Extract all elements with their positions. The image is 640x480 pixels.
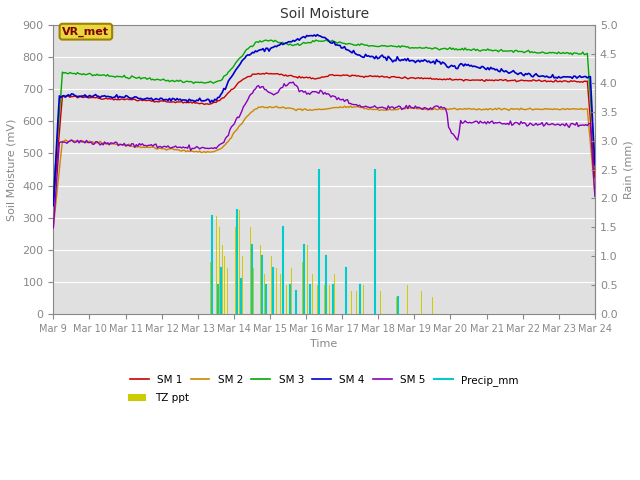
Bar xyxy=(421,291,422,314)
Bar xyxy=(210,262,211,314)
Bar xyxy=(276,268,277,314)
Bar xyxy=(307,245,308,314)
Bar xyxy=(356,291,357,314)
Bar xyxy=(296,274,298,314)
Bar xyxy=(219,228,220,314)
Bar xyxy=(432,297,433,314)
Bar xyxy=(227,268,228,314)
Title: Soil Moisture: Soil Moisture xyxy=(280,7,369,21)
Bar xyxy=(260,245,261,314)
Bar xyxy=(380,291,381,314)
Legend: TZ ppt: TZ ppt xyxy=(124,389,193,408)
Bar xyxy=(291,268,292,314)
Bar xyxy=(222,245,223,314)
Bar xyxy=(312,274,313,314)
Bar xyxy=(216,216,217,314)
Bar xyxy=(317,285,318,314)
Bar xyxy=(264,274,265,314)
Bar xyxy=(406,285,408,314)
Bar xyxy=(239,210,240,314)
Bar xyxy=(285,285,287,314)
Y-axis label: Soil Moisture (mV): Soil Moisture (mV) xyxy=(7,119,17,221)
Text: VR_met: VR_met xyxy=(62,26,109,37)
Y-axis label: Rain (mm): Rain (mm) xyxy=(623,140,633,199)
X-axis label: Time: Time xyxy=(310,339,338,349)
Bar xyxy=(280,274,281,314)
Bar xyxy=(396,297,397,314)
Bar xyxy=(253,268,254,314)
Bar xyxy=(302,262,303,314)
Bar xyxy=(329,285,330,314)
Bar xyxy=(271,256,272,314)
